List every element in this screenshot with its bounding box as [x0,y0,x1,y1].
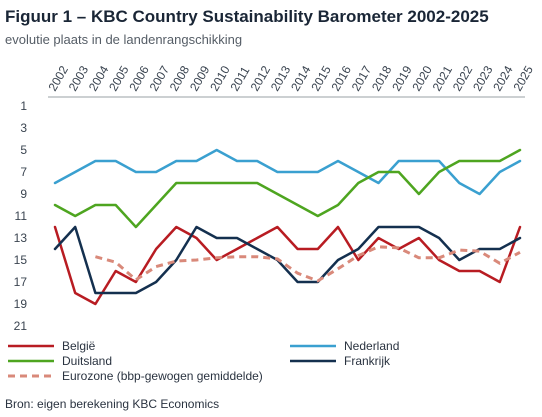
y-tick-label: 1 [20,99,27,113]
series-line [53,148,522,229]
x-tick-label: 2012 [248,63,274,93]
chart-subtitle: evolutie plaats in de landenrangschikkin… [5,32,243,47]
x-tick-label: 2002 [45,63,71,93]
x-tick-label: 2019 [389,63,415,93]
legend-label: Frankrijk [344,354,391,368]
x-tick-label: 2011 [227,64,252,94]
x-tick-label: 2003 [66,63,92,93]
y-tick-label: 5 [20,143,27,157]
x-tick-label: 2004 [86,63,112,93]
x-tick-label: 2009 [187,63,213,93]
series-line [53,225,522,306]
x-tick-label: 2022 [450,63,476,93]
y-tick-label: 17 [14,275,28,289]
legend-label: Nederland [344,339,399,353]
series-lines [53,148,522,306]
x-tick-label: 2017 [349,63,375,93]
x-tick-label: 2023 [470,63,496,93]
x-tick-label: 2018 [369,63,395,93]
y-tick-label: 11 [15,209,28,223]
legend-label: Duitsland [62,354,112,368]
x-tick-label: 2021 [430,63,456,93]
series-line [53,225,522,295]
x-tick-label: 2025 [510,63,536,93]
x-axis-ticks: 2002200320042005200620072008200920102011… [45,63,536,93]
series-line [95,245,521,283]
x-tick-label: 2007 [147,63,173,93]
legend: België Nederland Duitsland Frankrijk Eurozon… [8,339,399,383]
legend-label: Eurozone (bbp-gewogen gemiddelde) [62,369,263,383]
y-tick-label: 7 [20,165,27,179]
x-tick-label: 2006 [126,63,152,93]
y-tick-label: 21 [14,319,28,333]
y-tick-label: 9 [20,187,27,201]
y-tick-label: 3 [20,121,27,135]
x-tick-label: 2005 [106,63,132,93]
x-tick-label: 2014 [288,63,314,93]
x-tick-label: 2013 [268,63,294,93]
y-tick-label: 19 [14,297,28,311]
x-tick-label: 2015 [308,63,334,93]
y-tick-label: 13 [14,231,28,245]
chart-source: Bron: eigen berekening KBC Economics [5,397,220,411]
x-tick-label: 2010 [207,63,233,93]
x-tick-label: 2008 [167,63,193,93]
x-tick-label: 2024 [490,63,516,93]
legend-label: België [62,339,96,353]
x-tick-label: 2016 [329,63,355,93]
series-line [53,148,522,196]
x-tick-label: 2020 [409,63,435,93]
chart-title: Figuur 1 – KBC Country Sustainability Ba… [5,7,489,26]
y-tick-label: 15 [14,253,28,267]
